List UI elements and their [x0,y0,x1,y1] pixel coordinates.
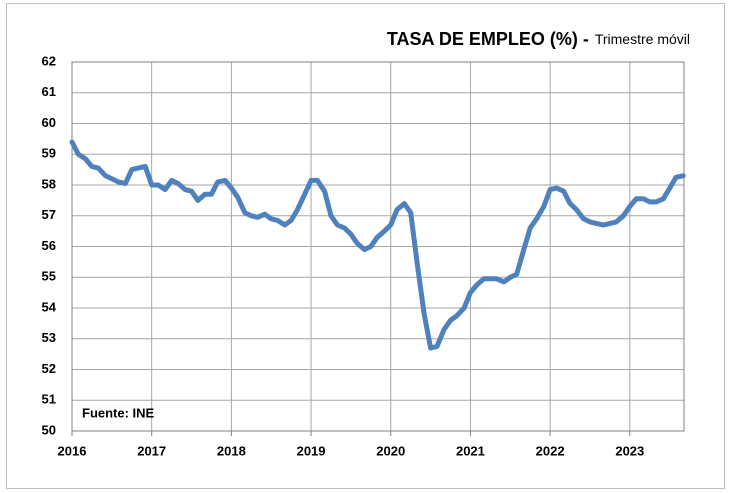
y-tick-label: 53 [42,330,56,345]
x-tick-label: 2016 [58,443,87,458]
x-tick-label: 2023 [615,443,644,458]
x-tick-label: 2022 [536,443,565,458]
x-tick-label: 2017 [137,443,166,458]
plot-border [71,61,685,432]
y-tick-label: 51 [42,392,56,407]
chart-title-group: TASA DE EMPLEO (%) - Trimestre móvil [387,29,690,49]
data-line [69,139,686,351]
chart-subtitle: Trimestre móvil [595,31,690,47]
y-tick-label: 62 [42,53,56,68]
y-tick-label: 61 [42,84,56,99]
y-tick-label: 58 [42,176,56,191]
y-tick-label: 59 [42,146,56,161]
y-tick-label: 54 [42,299,57,314]
chart-title: TASA DE EMPLEO (%) - [387,29,589,49]
y-tick-label: 56 [42,238,56,253]
annotation: Fuente: INE [82,405,155,420]
x-tick-label: 2021 [456,443,485,458]
x-tick-label: 2020 [376,443,405,458]
x-tick-label: 2018 [217,443,246,458]
y-tick-label: 52 [42,361,56,376]
y-tick-label: 55 [42,269,56,284]
y-tick-label: 60 [42,115,56,130]
y-tick-label: 57 [42,207,56,222]
y-tick-label: 50 [42,422,56,437]
x-tick-label: 2019 [297,443,326,458]
